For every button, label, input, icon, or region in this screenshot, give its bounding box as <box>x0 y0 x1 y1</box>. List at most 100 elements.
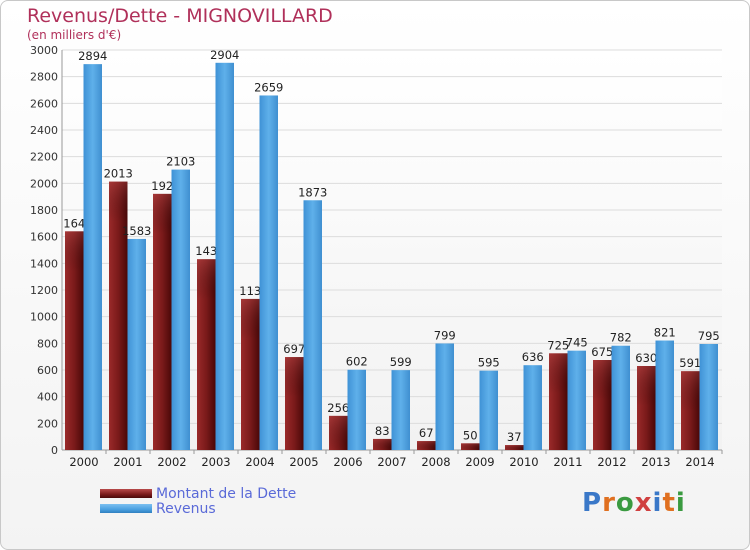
revenus-value-label: 599 <box>390 355 412 369</box>
y-tick-label: 1600 <box>30 231 58 244</box>
revenus-bar <box>171 169 190 450</box>
dette-value-label: 37 <box>507 430 522 444</box>
dette-bar-highlight <box>549 353 568 394</box>
x-tick-label: 2004 <box>245 455 274 469</box>
dette-value-label: 67 <box>419 426 434 440</box>
dette-bar <box>197 259 216 450</box>
legend-label-dette: Montant de la Dette <box>156 485 297 502</box>
y-tick-label: 200 <box>37 417 58 430</box>
dette-bar-highlight <box>65 231 84 272</box>
revenus-bar <box>215 62 234 451</box>
dette-value-label: 591 <box>679 356 701 370</box>
legend: Montant de la Dette Revenus <box>100 485 297 517</box>
y-tick-label: 0 <box>51 444 58 457</box>
y-tick-label: 1400 <box>30 257 58 270</box>
y-tick-label: 2800 <box>30 71 58 84</box>
dette-bar-highlight <box>417 441 436 450</box>
x-tick-label: 2002 <box>157 455 186 469</box>
revenus-bar <box>435 343 454 450</box>
revenus-value-label: 2103 <box>166 155 195 169</box>
revenus-value-label: 2894 <box>78 49 107 63</box>
chart-subtitle: (en milliers d'€) <box>27 28 122 42</box>
dette-bar-highlight <box>373 438 392 450</box>
y-tick-label: 1800 <box>30 204 58 217</box>
y-tick-label: 2200 <box>30 151 58 164</box>
y-tick-label: 2600 <box>30 97 58 110</box>
x-tick-label: 2003 <box>201 455 230 469</box>
dette-value-label: 697 <box>283 342 305 356</box>
dette-bar-highlight <box>285 357 304 398</box>
x-tick-label: 2013 <box>641 455 670 469</box>
x-tick-label: 2005 <box>289 455 318 469</box>
dette-value-label: 164 <box>63 216 85 230</box>
y-tick-label: 3000 <box>30 44 58 57</box>
chart-title: Revenus/Dette - MIGNOVILLARD <box>27 5 333 27</box>
dette-bar-highlight <box>153 193 172 234</box>
y-tick-label: 2000 <box>30 177 58 190</box>
dette-value-label: 630 <box>635 351 657 365</box>
x-tick-label: 2006 <box>333 455 362 469</box>
dette-bar-highlight <box>593 360 612 400</box>
dette-value-label: 113 <box>239 284 261 298</box>
y-tick-label: 1200 <box>30 284 58 297</box>
y-tick-label: 2400 <box>30 124 58 137</box>
dette-bar <box>153 193 172 450</box>
revenus-value-label: 799 <box>434 328 456 342</box>
dette-value-label: 256 <box>327 401 349 415</box>
revenus-bar <box>391 370 410 450</box>
dette-bar <box>109 181 128 450</box>
revenus-bar <box>523 365 542 450</box>
revenus-bar <box>303 200 322 450</box>
revenus-value-label: 1873 <box>298 185 327 199</box>
legend-swatch-dette <box>100 489 152 498</box>
y-tick-label: 800 <box>37 337 58 350</box>
dette-value-label: 725 <box>547 338 569 352</box>
dette-bar-highlight <box>637 366 656 406</box>
dette-bar-highlight <box>197 259 216 300</box>
revenus-bar <box>699 344 718 450</box>
dette-bar-highlight <box>681 371 700 412</box>
revenus-bar <box>259 95 278 450</box>
proxiti-logo: Proxiti <box>582 488 686 518</box>
revenus-value-label: 795 <box>698 329 720 343</box>
revenus-value-label: 2659 <box>254 80 283 94</box>
y-tick-label: 400 <box>37 391 58 404</box>
revenus-value-label: 595 <box>478 356 500 370</box>
revenus-value-label: 2904 <box>210 48 239 62</box>
x-tick-label: 2007 <box>377 455 406 469</box>
dette-value-label: 2013 <box>104 167 133 181</box>
revenus-bar <box>83 64 102 450</box>
x-tick-label: 2012 <box>597 455 626 469</box>
revenus-value-label: 1583 <box>122 224 151 238</box>
revenus-bar <box>347 369 366 450</box>
legend-label-revenus: Revenus <box>156 500 216 517</box>
revenus-bar <box>611 345 630 450</box>
revenus-bar <box>127 238 146 450</box>
dette-value-label: 143 <box>195 244 217 258</box>
x-tick-label: 2014 <box>685 455 714 469</box>
x-tick-label: 2009 <box>465 455 494 469</box>
dette-bar-highlight <box>241 298 260 339</box>
x-tick-label: 2010 <box>509 455 538 469</box>
x-tick-label: 2011 <box>553 455 582 469</box>
dette-bar-highlight <box>109 181 128 222</box>
dette-bar <box>65 231 84 450</box>
revenus-bar <box>479 370 498 450</box>
revenus-value-label: 602 <box>346 355 368 369</box>
revenus-value-label: 782 <box>610 331 632 345</box>
dette-value-label: 83 <box>375 424 390 438</box>
legend-swatch-revenus <box>100 504 152 513</box>
dette-bar-highlight <box>505 445 524 450</box>
legend-item-revenus: Revenus <box>100 500 296 517</box>
revenus-bar <box>567 350 586 450</box>
revenus-value-label: 745 <box>566 336 588 350</box>
dette-value-label: 192 <box>151 179 173 193</box>
dette-bar-highlight <box>461 443 480 450</box>
x-tick-label: 2000 <box>69 455 98 469</box>
legend-item-dette: Montant de la Dette <box>100 485 297 502</box>
y-tick-label: 600 <box>37 364 58 377</box>
revenus-value-label: 821 <box>654 326 676 340</box>
dette-value-label: 50 <box>463 428 478 442</box>
x-tick-label: 2008 <box>421 455 450 469</box>
